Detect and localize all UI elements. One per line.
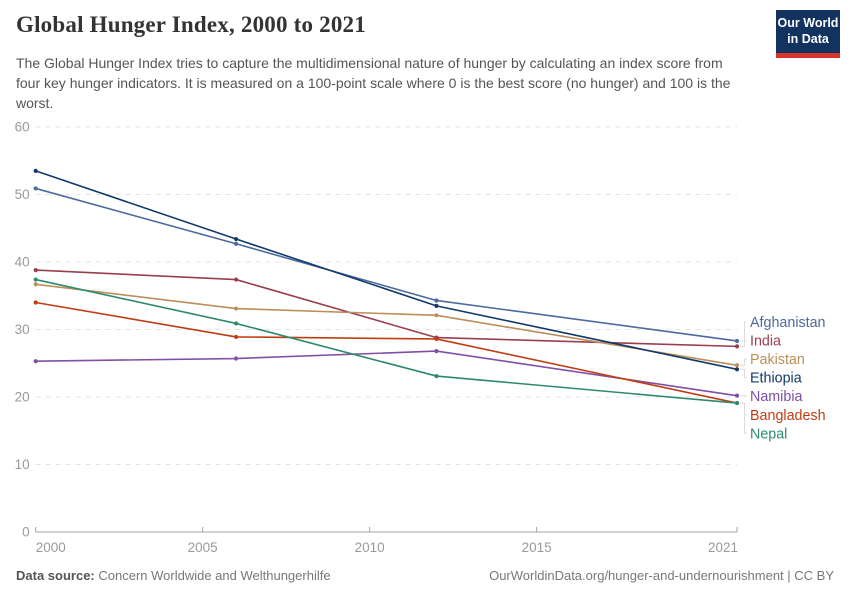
series-line-namibia[interactable] — [35, 350, 738, 397]
entity-label-ethiopia[interactable]: Ethiopia — [750, 371, 802, 387]
owid-logo-line1: Our World — [777, 15, 839, 30]
data-point-bangladesh-2012 — [434, 336, 439, 342]
chart-subtitle: The Global Hunger Index tries to capture… — [16, 55, 731, 111]
data-point-nepal-2006 — [233, 321, 239, 326]
data-point-namibia-2021 — [734, 393, 740, 398]
label-connector-bangladesh — [740, 402, 747, 416]
entity-label-pakistan[interactable]: Pakistan — [750, 352, 805, 368]
label-connector-nepal — [740, 402, 747, 434]
data-point-india-2000 — [33, 268, 38, 273]
label-connector-afghanistan — [740, 321, 747, 342]
series-line-bangladesh[interactable] — [35, 301, 738, 404]
y-tick-label: 50 — [15, 187, 30, 202]
x-tick-label: 2005 — [188, 540, 218, 555]
y-tick-label: 30 — [15, 322, 30, 337]
entity-label-afghanistan[interactable]: Afghanistan — [750, 315, 826, 331]
data-point-nepal-2012 — [434, 373, 439, 379]
data-point-namibia-2000 — [33, 359, 38, 364]
label-connector-ethiopia — [740, 368, 747, 379]
data-point-afghanistan-2012 — [434, 298, 439, 303]
series-india[interactable] — [33, 268, 740, 349]
label-connector-pakistan — [740, 358, 747, 366]
y-tick-label: 20 — [15, 390, 30, 405]
entity-label-india[interactable]: India — [750, 334, 781, 350]
entity-label-bangladesh[interactable]: Bangladesh — [750, 408, 826, 424]
series-line-nepal[interactable] — [35, 278, 738, 404]
data-point-bangladesh-2006 — [233, 334, 239, 340]
series-nepal[interactable] — [33, 277, 740, 406]
data-point-ethiopia-2000 — [33, 168, 38, 173]
data-point-pakistan-2000 — [33, 282, 38, 287]
owid-logo[interactable]: Our World in Data — [776, 10, 840, 58]
y-tick-label: 60 — [15, 120, 30, 135]
data-point-afghanistan-2021 — [734, 338, 740, 344]
data-point-bangladesh-2000 — [33, 300, 38, 305]
series-pakistan[interactable] — [33, 282, 740, 368]
data-point-afghanistan-2000 — [33, 186, 38, 191]
chart-footer: Data source: Concern Worldwide and Welth… — [16, 568, 834, 583]
series-bangladesh[interactable] — [33, 300, 740, 406]
label-connector-india — [740, 340, 747, 347]
series-line-afghanistan[interactable] — [35, 187, 738, 342]
x-tick-label: 2021 — [708, 540, 738, 555]
x-tick-label: 2010 — [355, 540, 385, 555]
data-source: Data source: Concern Worldwide and Welth… — [16, 568, 331, 583]
data-point-afghanistan-2006 — [233, 241, 239, 246]
label-connector-namibia — [740, 395, 747, 397]
series-line-pakistan[interactable] — [35, 283, 738, 367]
data-point-india-2021 — [734, 344, 740, 349]
y-tick-label: 0 — [22, 525, 30, 540]
data-point-ethiopia-2021 — [734, 367, 740, 372]
series-namibia[interactable] — [33, 349, 740, 398]
data-source-label: Data source: — [16, 568, 95, 583]
owid-logo-line2: in Data — [787, 31, 829, 46]
y-tick-label: 40 — [15, 255, 30, 270]
data-point-pakistan-2021 — [734, 363, 740, 368]
series-line-ethiopia[interactable] — [35, 170, 738, 371]
data-point-ethiopia-2012 — [434, 303, 439, 308]
data-point-pakistan-2012 — [434, 313, 439, 318]
data-point-nepal-2000 — [33, 277, 38, 282]
data-point-ethiopia-2006 — [233, 236, 239, 242]
data-point-nepal-2021 — [734, 400, 740, 406]
series-ethiopia[interactable] — [33, 168, 740, 372]
entity-label-nepal[interactable]: Nepal — [750, 426, 787, 442]
x-tick-label: 2015 — [522, 540, 552, 555]
data-source-value: Concern Worldwide and Welthungerhilfe — [94, 568, 331, 583]
page-title: Global Hunger Index, 2000 to 2021 — [16, 12, 366, 37]
data-point-pakistan-2006 — [233, 306, 239, 311]
data-point-namibia-2012 — [434, 349, 439, 354]
owid-credit[interactable]: OurWorldinData.org/hunger-and-undernouri… — [489, 568, 834, 583]
entity-label-namibia[interactable]: Namibia — [750, 389, 802, 405]
y-tick-label: 10 — [15, 457, 30, 472]
series-line-india[interactable] — [35, 269, 738, 348]
data-point-india-2006 — [233, 277, 239, 282]
x-tick-label: 2000 — [36, 540, 66, 555]
data-point-namibia-2006 — [233, 356, 239, 361]
